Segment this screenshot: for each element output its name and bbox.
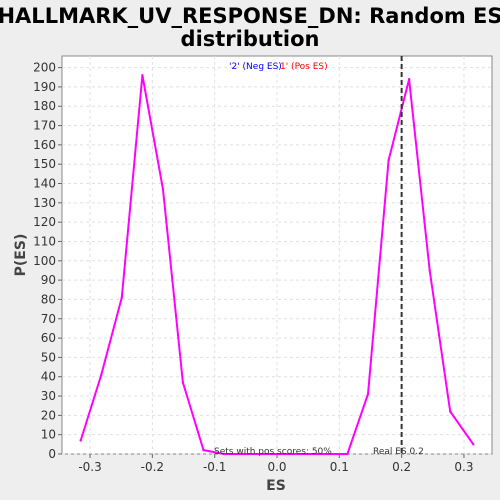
legend-pos-label: 1' (Pos ES) <box>280 62 328 72</box>
y-tick-label: 150 <box>33 157 56 171</box>
y-tick-label: 30 <box>41 389 56 403</box>
data-point <box>222 452 226 456</box>
x-tick-label: 0.0 <box>267 460 286 474</box>
y-tick-label: 170 <box>33 119 56 133</box>
y-tick-label: 40 <box>41 370 56 384</box>
x-tick-label: -0.2 <box>141 460 164 474</box>
y-tick-label: 90 <box>41 273 56 287</box>
y-tick-label: 70 <box>41 312 56 326</box>
y-tick-label: 60 <box>41 331 56 345</box>
y-tick-label: 50 <box>41 350 56 364</box>
data-point <box>407 77 411 81</box>
pos-scores-annotation: Sets with pos scores: 50% <box>214 447 332 457</box>
data-point <box>202 448 205 452</box>
y-tick-label: 100 <box>33 254 56 268</box>
y-tick-label: 160 <box>33 138 56 152</box>
x-axis-label: ES <box>266 478 286 494</box>
marks <box>79 56 475 456</box>
data-point <box>387 159 390 162</box>
data-point <box>79 439 82 442</box>
data-point <box>141 74 144 77</box>
data-point <box>472 443 475 446</box>
y-tick-label: 190 <box>33 80 56 94</box>
real-es-label: Real ES 0.2 <box>373 447 424 457</box>
x-tick-label: -0.3 <box>78 460 101 474</box>
data-point <box>100 373 103 376</box>
y-tick-label: 140 <box>33 177 56 191</box>
x-tick-label: 0.1 <box>330 460 349 474</box>
y-tick-label: 20 <box>41 408 56 422</box>
data-point <box>120 296 124 299</box>
y-tick-label: 80 <box>41 292 56 306</box>
y-tick-label: 200 <box>33 61 56 75</box>
data-point <box>346 452 349 456</box>
y-tick-label: 110 <box>33 234 56 248</box>
x-tick-label: 0.2 <box>392 460 411 474</box>
axes: 0 10 20 30 40 50 60 70 80 90 100 110 120 130 140 150 160… <box>33 61 473 474</box>
y-tick-label: 10 <box>41 428 56 442</box>
y-axis-label: P(ES) <box>13 234 29 277</box>
y-tick-label: 0 <box>48 447 56 461</box>
x-tick-label: 0.3 <box>454 460 473 474</box>
y-tick-label: 130 <box>33 196 56 210</box>
data-point <box>449 410 452 413</box>
chart-title-line-1: HALLMARK_UV_RESPONSE_DN: Random ES <box>0 4 500 28</box>
x-tick-label: -0.1 <box>203 460 226 474</box>
data-point <box>428 269 431 272</box>
data-point <box>366 392 370 396</box>
y-tick-label: 120 <box>33 215 56 229</box>
data-point <box>181 381 185 384</box>
legend-neg-label: '2' (Neg ES) <box>229 62 282 72</box>
data-point <box>161 188 165 191</box>
chart-title-line-2: distribution <box>181 27 320 51</box>
y-tick-label: 180 <box>33 99 56 113</box>
